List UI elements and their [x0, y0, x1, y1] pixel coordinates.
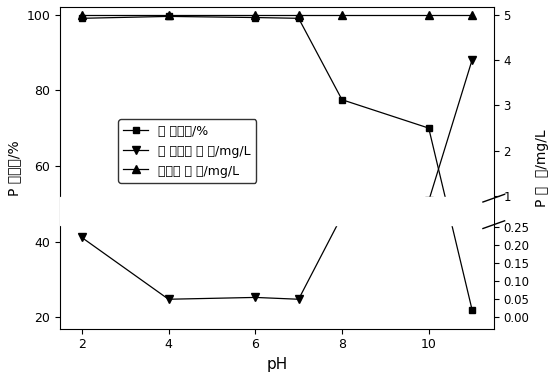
X-axis label: pH: pH: [266, 357, 287, 372]
Y-axis label: P 去除率/%: P 去除率/%: [7, 140, 21, 196]
Bar: [60, 197, 494, 226]
Legend: 磷 去除率/%, 反 应后磷 浓 度/mg/L, 初始磷 浓 度/mg/L: 磷 去除率/%, 反 应后磷 浓 度/mg/L, 初始磷 浓 度/mg/L: [118, 119, 256, 183]
Y-axis label: P 浓  度/mg/L: P 浓 度/mg/L: [535, 129, 549, 207]
